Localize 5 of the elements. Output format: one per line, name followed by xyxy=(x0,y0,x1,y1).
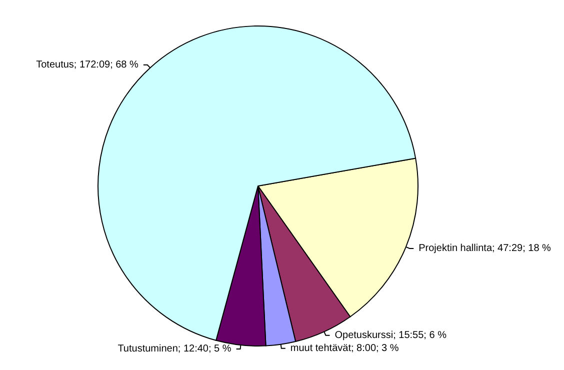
slice-label: Projektin hallinta; 47:29; 18 % xyxy=(418,242,552,254)
slice-label: Opetuskurssi; 15:55; 6 % xyxy=(334,330,447,341)
slice-label: muut tehtävät; 8:00; 3 % xyxy=(290,342,399,354)
slice-label: Toteutus; 172:09; 68 % xyxy=(36,59,139,70)
slice-label: Tutustuminen; 12:40; 5 % xyxy=(118,344,232,355)
